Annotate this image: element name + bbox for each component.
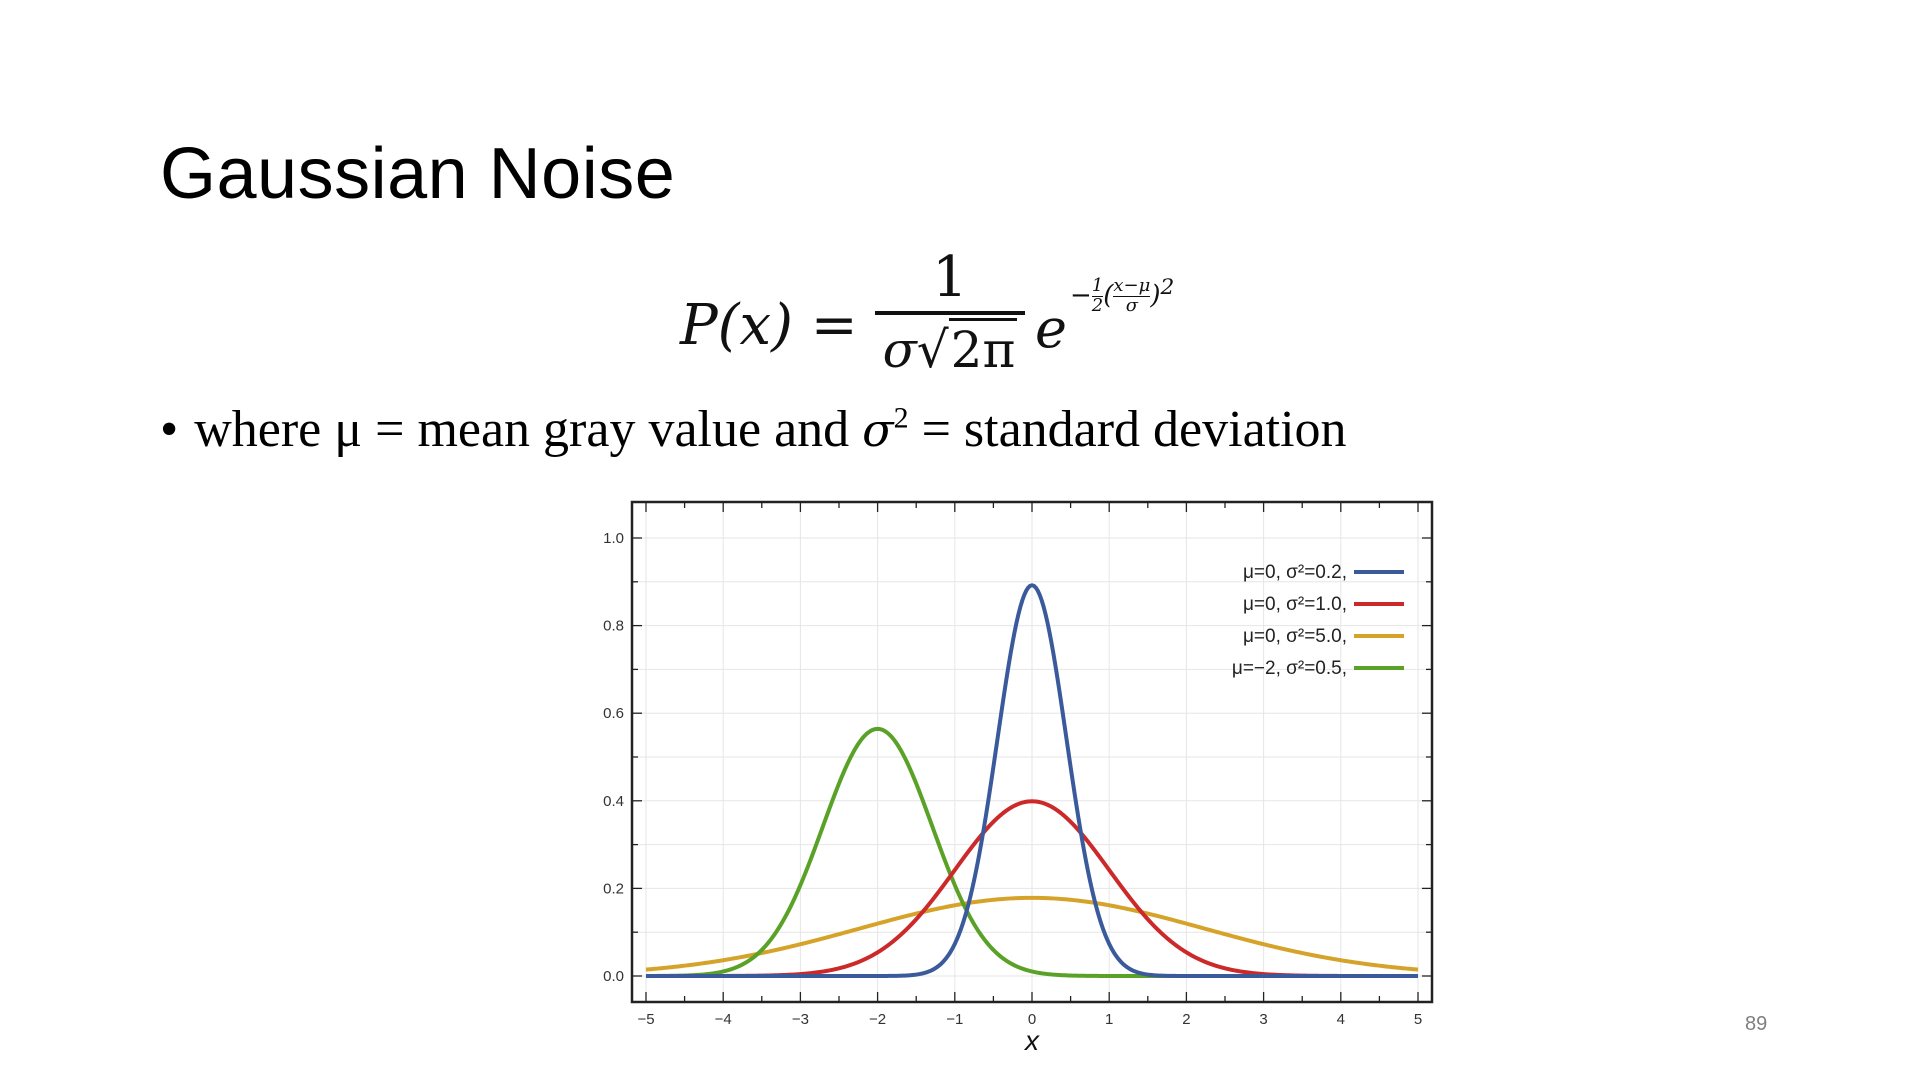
y-tick-label: 0.4 — [603, 793, 624, 810]
x-tick-label: 4 — [1337, 1011, 1345, 1028]
x-tick-label: −4 — [715, 1011, 732, 1028]
x-tick-label: 0 — [1028, 1011, 1036, 1028]
x-axis-label: x — [1023, 1025, 1040, 1056]
legend-label: μ=−2, σ²=0.5, — [1232, 658, 1347, 679]
formula-fraction: 1 σ√2π — [875, 245, 1025, 379]
x-tick-label: −2 — [869, 1011, 886, 1028]
gaussian-chart: −5 −4 −3 −2 −1 0 1 2 3 4 5 0.0 0.2 0.4 0.6 0.8 1.0 x μ=0, … — [603, 500, 1434, 1056]
x-tick-label: 5 — [1414, 1011, 1422, 1028]
exp-half-den: 2 — [1091, 295, 1104, 317]
x-tick-label: 3 — [1259, 1011, 1267, 1028]
exp-inner: x−μ σ — [1113, 275, 1151, 316]
bullet-text-2: = standard deviation — [908, 401, 1347, 458]
exp-sign: − — [1070, 280, 1092, 311]
x-tick-label: −1 — [946, 1011, 963, 1028]
den-sigma: σ — [882, 321, 917, 379]
legend-label: μ=0, σ²=0.2, — [1243, 562, 1347, 583]
bullet-text-1: where μ = mean gray value and — [194, 401, 863, 458]
bullet-sup: 2 — [893, 401, 909, 435]
bullet-definition: • where μ = mean gray value and σ2 = stan… — [160, 400, 1347, 459]
formula-numerator: 1 — [932, 245, 968, 310]
fraction-bar — [875, 311, 1025, 315]
exp-open: ( — [1103, 280, 1114, 311]
page-number: 89 — [1745, 1013, 1768, 1035]
series-line-0 — [645, 583, 1419, 978]
bullet-marker: • — [160, 401, 179, 458]
formula-denominator: σ√2π — [875, 318, 1025, 379]
y-tick-label: 1.0 — [603, 530, 624, 547]
legend-label: μ=0, σ²=5.0, — [1243, 626, 1347, 647]
slide-title: Gaussian Noise — [160, 134, 676, 214]
formula-lhs: P(x) = — [680, 293, 858, 358]
formula-exponent: −1 2(x−μ σ)2 — [1070, 275, 1174, 316]
bullet-sigma: σ — [862, 403, 894, 457]
legend-label: μ=0, σ²=1.0, — [1243, 594, 1347, 615]
x-tick-label: −5 — [637, 1011, 654, 1028]
exp-half-num: 1 — [1091, 275, 1104, 297]
x-tick-label: 1 — [1105, 1011, 1113, 1028]
y-tick-label: 0.6 — [603, 705, 624, 722]
y-tick-label: 0.0 — [603, 968, 624, 985]
formula-base: e — [1035, 297, 1067, 360]
x-tick-label: 2 — [1182, 1011, 1190, 1028]
series-line-2 — [645, 895, 1419, 972]
exp-inner-den: σ — [1113, 296, 1151, 316]
exp-power: 2 — [1160, 275, 1175, 300]
den-radicand: 2π — [948, 318, 1018, 379]
y-tick-label: 0.2 — [603, 880, 624, 897]
x-tick-label: −3 — [792, 1011, 809, 1028]
y-tick-label: 0.8 — [603, 618, 624, 635]
exp-inner-num: x−μ — [1113, 275, 1151, 297]
exp-close: ) — [1150, 280, 1161, 311]
